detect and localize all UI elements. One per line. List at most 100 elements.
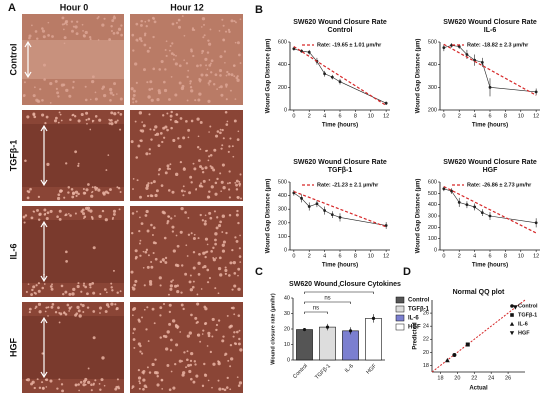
cell xyxy=(191,285,195,289)
cell xyxy=(218,256,222,260)
cell xyxy=(207,82,210,85)
cell xyxy=(132,49,135,52)
y-tick-label: 200 xyxy=(428,225,437,231)
cell xyxy=(41,29,46,33)
cell xyxy=(28,34,32,38)
cell xyxy=(71,114,74,117)
cell xyxy=(201,333,204,335)
cell xyxy=(70,306,73,308)
cell xyxy=(137,369,141,372)
cell xyxy=(177,137,180,140)
cell xyxy=(87,209,90,212)
cell xyxy=(168,322,172,326)
cell xyxy=(69,118,72,121)
cell xyxy=(43,283,46,285)
cell xyxy=(162,126,166,130)
cell xyxy=(136,210,138,213)
x-tick-label: IL-6 xyxy=(344,363,355,374)
cell xyxy=(233,342,237,345)
point xyxy=(442,187,446,191)
cell xyxy=(218,68,223,73)
cell xyxy=(208,190,211,193)
cell xyxy=(239,261,242,263)
point xyxy=(348,329,353,333)
cell xyxy=(155,132,160,136)
cell xyxy=(132,307,137,311)
cell xyxy=(57,121,60,124)
cell xyxy=(142,124,146,128)
cell xyxy=(164,125,168,129)
cell xyxy=(94,379,97,382)
cell xyxy=(81,208,85,212)
cell xyxy=(112,209,117,213)
cell xyxy=(234,182,237,184)
cell xyxy=(181,264,184,267)
cell xyxy=(222,24,225,27)
cell xyxy=(212,83,216,86)
cell xyxy=(227,182,229,185)
cell xyxy=(209,62,212,65)
cell xyxy=(152,180,156,184)
point xyxy=(323,72,327,76)
cell xyxy=(237,221,240,225)
cell xyxy=(224,272,227,275)
cell xyxy=(166,220,170,223)
cell xyxy=(174,362,177,366)
arrow-head xyxy=(24,71,32,79)
cell xyxy=(110,25,113,28)
cell xyxy=(182,307,185,311)
cell xyxy=(207,196,211,199)
cell xyxy=(56,196,61,201)
cell xyxy=(209,125,212,128)
x-tick-label: 2 xyxy=(308,113,311,119)
cell xyxy=(78,389,80,392)
cell xyxy=(223,388,227,392)
cell xyxy=(141,316,143,319)
x-tick-label: 26 xyxy=(505,375,511,381)
cell xyxy=(91,75,95,79)
cell xyxy=(189,359,193,362)
x-tick-label: 22 xyxy=(471,375,477,381)
cell xyxy=(179,160,183,164)
y-tick-label: 400 xyxy=(278,62,287,68)
cell xyxy=(194,316,198,320)
row-label: HGF xyxy=(8,338,18,358)
point xyxy=(450,189,453,193)
cell xyxy=(163,236,167,240)
cell xyxy=(213,148,217,152)
x-tick-label: Control xyxy=(292,363,309,380)
cell xyxy=(74,313,78,317)
cell xyxy=(77,309,81,313)
cell xyxy=(145,152,149,156)
cell xyxy=(162,211,166,215)
y-tick-label: 18 xyxy=(423,363,429,369)
cell xyxy=(190,377,193,381)
legend-label: HGF xyxy=(408,325,421,331)
cell xyxy=(196,333,201,337)
cell xyxy=(170,280,173,283)
cell xyxy=(171,190,175,194)
cell xyxy=(202,36,205,39)
cell xyxy=(65,260,68,263)
cell xyxy=(228,145,231,148)
cell xyxy=(70,187,74,191)
cell xyxy=(132,338,136,341)
cell xyxy=(180,206,184,211)
cell xyxy=(69,214,72,217)
cell xyxy=(139,350,142,353)
cell xyxy=(192,162,195,165)
cell xyxy=(141,352,144,355)
row-label: Control xyxy=(8,44,18,76)
cell xyxy=(239,62,242,65)
cell xyxy=(221,128,224,132)
cell xyxy=(198,252,201,256)
cell xyxy=(94,115,98,118)
cell xyxy=(133,89,136,93)
cell xyxy=(118,208,121,211)
cell xyxy=(135,22,139,26)
cell xyxy=(168,310,172,314)
cell xyxy=(170,75,173,78)
cell xyxy=(119,97,123,101)
cell xyxy=(166,364,170,367)
cell xyxy=(163,80,166,84)
